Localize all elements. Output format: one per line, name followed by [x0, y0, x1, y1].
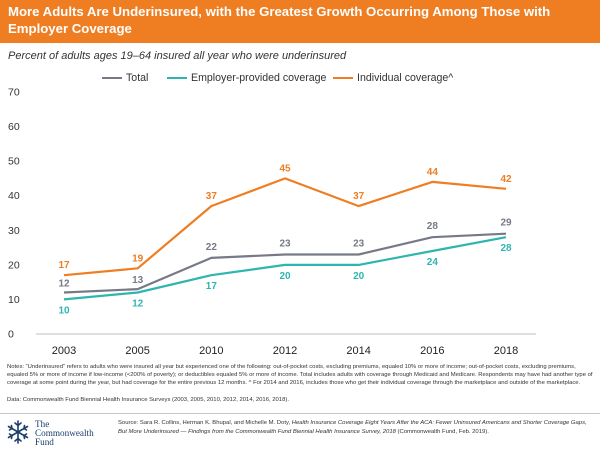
y-tick-label: 10 — [8, 294, 20, 306]
data-label-individual: 19 — [132, 253, 144, 264]
legend-label-individual: Individual coverage^ — [357, 72, 454, 84]
chart-legend: Total Employer-provided coverage Individ… — [0, 72, 600, 88]
data-label-total: 29 — [500, 218, 512, 229]
data-label-employer: 20 — [353, 271, 365, 282]
logo-line-2: Commonwealth — [35, 428, 94, 438]
logo-line-1: The — [35, 419, 50, 429]
y-tick-label: 50 — [8, 156, 20, 168]
series-line-total — [63, 232, 507, 294]
data-label-total: 23 — [279, 238, 291, 249]
data-label-individual: 45 — [279, 163, 291, 174]
data-label-individual: 17 — [58, 260, 70, 271]
legend-item-employer: Employer-provided coverage — [167, 72, 326, 86]
legend-item-individual: Individual coverage^ — [333, 72, 453, 86]
source-suffix: (Commonwealth Fund, Feb. 2019). — [395, 428, 489, 435]
y-tick-label: 0 — [8, 329, 14, 341]
legend-label-total: Total — [126, 72, 149, 84]
x-tick-label: 2010 — [199, 345, 223, 357]
logo-wordmark: The Commonwealth Fund — [35, 419, 94, 447]
data-label-employer: 12 — [132, 299, 144, 310]
x-tick-label: 2003 — [52, 345, 76, 357]
legend-label-employer: Employer-provided coverage — [191, 72, 327, 84]
snowflake-icon — [7, 420, 29, 444]
y-tick-label: 20 — [8, 259, 20, 271]
source-citation: Source: Sara R. Collins, Herman K. Bhupa… — [118, 419, 594, 436]
y-tick-label: 40 — [8, 190, 20, 202]
data-label-total: 23 — [353, 238, 365, 249]
data-label-total: 12 — [58, 279, 70, 290]
x-tick-label: 2014 — [346, 345, 370, 357]
series-line-individual — [63, 177, 507, 277]
data-label-total: 13 — [132, 275, 144, 286]
legend-item-total: Total — [102, 72, 148, 86]
data-label-individual: 42 — [500, 174, 512, 185]
source-title: Health Insurance Coverage Eight Years Af… — [118, 420, 587, 435]
page-title: More Adults Are Underinsured, with the G… — [8, 4, 551, 36]
data-label-individual: 44 — [427, 167, 439, 178]
data-label-employer: 28 — [500, 243, 512, 254]
logo-line-3: Fund — [35, 437, 54, 447]
data-label-individual: 37 — [206, 191, 218, 202]
y-tick-label: 30 — [8, 225, 20, 237]
data-label-employer: 20 — [279, 271, 291, 282]
data-label-employer: 24 — [427, 257, 439, 268]
x-tick-label: 2005 — [125, 345, 149, 357]
data-label-individual: 37 — [353, 191, 365, 202]
x-tick-label: 2018 — [494, 345, 518, 357]
header-bar: More Adults Are Underinsured, with the G… — [0, 0, 600, 43]
data-source: Data: Commonwealth Fund Biennial Health … — [7, 397, 289, 403]
data-label-employer: 17 — [206, 281, 218, 292]
source-prefix: Source: Sara R. Collins, Herman K. Bhupa… — [118, 420, 292, 426]
series-line-employer — [63, 236, 507, 301]
commonwealth-fund-logo: The Commonwealth Fund — [6, 419, 116, 447]
data-label-total: 28 — [427, 221, 439, 232]
data-label-total: 22 — [206, 242, 218, 253]
chart-notes: Notes: “Underinsured” refers to adults w… — [7, 364, 593, 386]
legend-swatch-individual — [333, 77, 353, 80]
x-tick-label: 2016 — [420, 345, 444, 357]
x-tick-label: 2012 — [273, 345, 297, 357]
footer-divider — [0, 413, 600, 414]
legend-swatch-total — [102, 77, 122, 80]
y-tick-label: 70 — [8, 87, 20, 99]
legend-swatch-employer — [167, 77, 187, 80]
chart-subtitle: Percent of adults ages 19–64 insured all… — [8, 50, 347, 62]
y-tick-label: 60 — [8, 121, 20, 133]
data-label-employer: 10 — [58, 305, 70, 316]
